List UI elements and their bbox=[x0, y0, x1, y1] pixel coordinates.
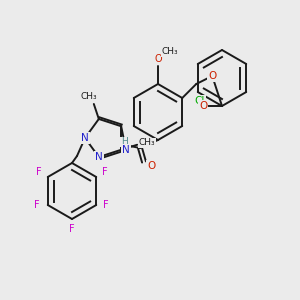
Text: F: F bbox=[69, 224, 75, 234]
Text: Cl: Cl bbox=[195, 96, 205, 106]
Text: O: O bbox=[208, 71, 216, 81]
Text: F: F bbox=[102, 167, 108, 177]
Text: H: H bbox=[121, 137, 128, 146]
Text: F: F bbox=[103, 200, 109, 210]
Text: O: O bbox=[147, 161, 155, 171]
Text: CH₃: CH₃ bbox=[162, 47, 178, 56]
Text: O: O bbox=[199, 101, 207, 111]
Text: F: F bbox=[34, 200, 40, 210]
Text: CH₃: CH₃ bbox=[139, 138, 155, 147]
Text: O: O bbox=[154, 54, 162, 64]
Text: N: N bbox=[95, 152, 103, 162]
Text: N: N bbox=[81, 133, 89, 143]
Text: N: N bbox=[122, 145, 130, 155]
Text: F: F bbox=[36, 167, 42, 177]
Text: CH₃: CH₃ bbox=[80, 92, 97, 101]
